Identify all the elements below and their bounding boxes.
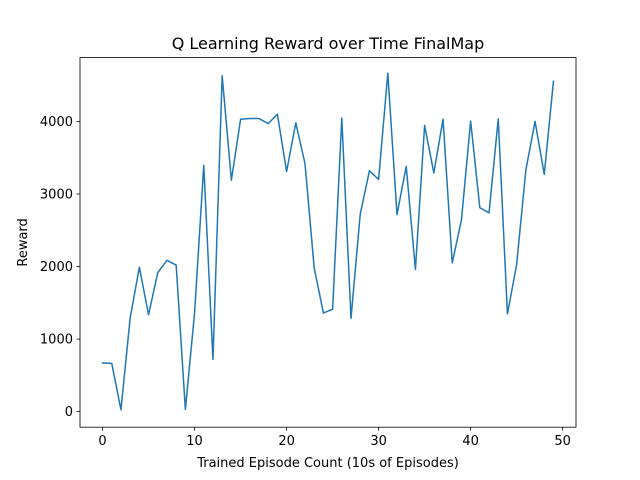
x-tick-label: 30 bbox=[370, 434, 387, 449]
x-tick-label: 40 bbox=[462, 434, 479, 449]
y-tick-label: 4000 bbox=[40, 115, 73, 130]
x-axis-ticks: 0 10 20 30 40 50 bbox=[98, 427, 571, 449]
series-line-0 bbox=[101, 72, 555, 411]
y-tick-label: 0 bbox=[65, 405, 73, 420]
x-tick-label: 10 bbox=[186, 434, 203, 449]
x-tick-label: 20 bbox=[278, 434, 295, 449]
y-axis-title: Reward bbox=[16, 218, 31, 266]
plot-frame bbox=[79, 57, 577, 428]
x-axis-title: Trained Episode Count (10s of Episodes) bbox=[196, 456, 459, 471]
plot-area bbox=[80, 57, 576, 428]
y-tick-label: 2000 bbox=[40, 260, 73, 275]
y-axis-ticks: 0 1000 2000 3000 4000 bbox=[40, 115, 80, 420]
series-layer bbox=[101, 72, 555, 411]
chart-title: Q Learning Reward over Time FinalMap bbox=[172, 34, 485, 53]
x-tick-label: 50 bbox=[554, 434, 571, 449]
x-tick-label: 0 bbox=[98, 434, 106, 449]
y-tick-label: 1000 bbox=[40, 333, 73, 348]
y-tick-label: 3000 bbox=[40, 187, 73, 202]
